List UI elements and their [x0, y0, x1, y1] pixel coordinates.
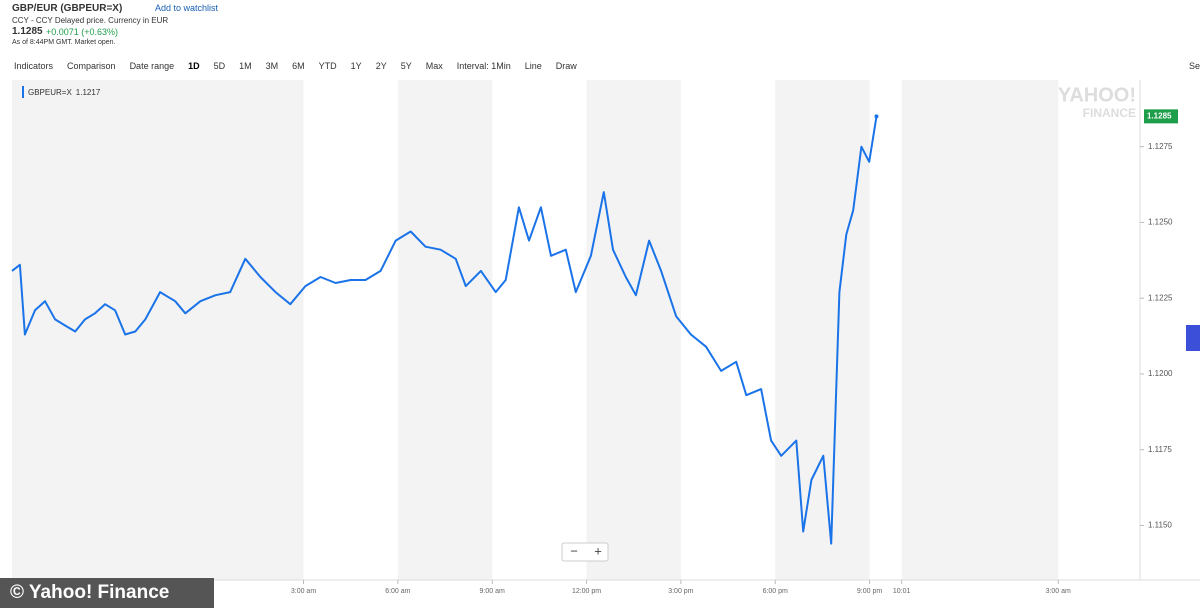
x-tick-label: 9:00 am [480, 588, 505, 595]
x-tick-label: 6:00 pm [763, 588, 788, 595]
toolbar-item[interactable]: 2Y [375, 61, 387, 71]
y-tick-label: 1.1250 [1148, 218, 1173, 227]
time-band [397, 80, 493, 580]
x-tick-label: 3:00 am [291, 588, 316, 595]
watermark: FINANCE [1083, 106, 1136, 120]
toolbar-item[interactable]: YTD [318, 61, 337, 71]
credit: © Yahoo! Finance [0, 578, 214, 608]
legend-swatch [22, 86, 24, 98]
x-tick-label: 12:00 pm [572, 588, 601, 595]
toolbar-item[interactable]: 6M [292, 61, 305, 71]
y-tick-label: 1.1150 [1148, 521, 1172, 530]
price: 1.1285 [12, 26, 43, 37]
toolbar-item[interactable]: Line [524, 61, 542, 71]
x-tick-label: 3:00 pm [668, 588, 693, 595]
time-band [775, 80, 870, 580]
zoom-button[interactable]: − [570, 543, 578, 558]
toolbar-item[interactable]: Max [425, 61, 443, 71]
y-tick-label: 1.1225 [1148, 293, 1173, 302]
x-tick-label: 9:00 pm [857, 588, 882, 595]
watchlist-link[interactable]: Add to watchlist [155, 3, 219, 13]
side-handle[interactable] [1186, 325, 1200, 351]
time-band [586, 80, 681, 580]
toolbar-item[interactable]: Comparison [67, 61, 116, 71]
y-tick-label: 1.1175 [1148, 445, 1172, 454]
toolbar: Indicators Comparison Date range 1D 5D 1M 3M 6M… [0, 57, 1200, 75]
zoom-box [561, 542, 609, 562]
price-change: +0.0071 (+0.63%) [46, 27, 119, 37]
x-tick-label: 3:00 am [1046, 588, 1071, 595]
x-tick-label: 10:01 [893, 588, 911, 595]
last-point [874, 114, 879, 119]
toolbar-item[interactable]: 3M [265, 61, 279, 71]
subtitle: CCY - CCY Delayed price. Currency in EUR [12, 16, 169, 25]
title: GBP/EUR (GBPEUR=X) [12, 3, 123, 14]
toolbar-item[interactable]: 5Y [400, 61, 412, 71]
watermark: YAHOO! [1058, 84, 1136, 106]
y-tick-label: 1.1200 [1148, 369, 1173, 378]
zoom-button[interactable]: + [594, 543, 602, 558]
legend-label: GBPEUR=X 1.1217 [28, 88, 101, 97]
status: As of 8:44PM GMT. Market open. [12, 39, 116, 46]
x-tick-label: 6:00 am [385, 588, 410, 595]
toolbar-item[interactable]: Draw [555, 61, 577, 71]
time-band [12, 80, 304, 580]
toolbar-item[interactable]: 1D [188, 61, 200, 71]
price-tag [1144, 109, 1178, 124]
toolbar-item[interactable]: 1M [239, 61, 252, 71]
time-band [901, 80, 1059, 580]
toolbar-item[interactable]: Indicators [14, 61, 54, 71]
price-tag-label: 1.1285 [1147, 111, 1172, 120]
legend-name: GBPEUR=X [28, 88, 72, 97]
toolbar-item[interactable]: Se [1188, 61, 1200, 71]
toolbar-item[interactable]: Interval: 1Min [456, 61, 511, 71]
toolbar-item[interactable]: Date range [129, 61, 175, 71]
toolbar-item[interactable]: 5D [213, 61, 226, 71]
y-tick-label: 1.1275 [1148, 142, 1173, 151]
legend-value: 1.1217 [76, 88, 101, 97]
toolbar-item[interactable]: 1Y [350, 61, 362, 71]
price-line [11, 116, 878, 545]
